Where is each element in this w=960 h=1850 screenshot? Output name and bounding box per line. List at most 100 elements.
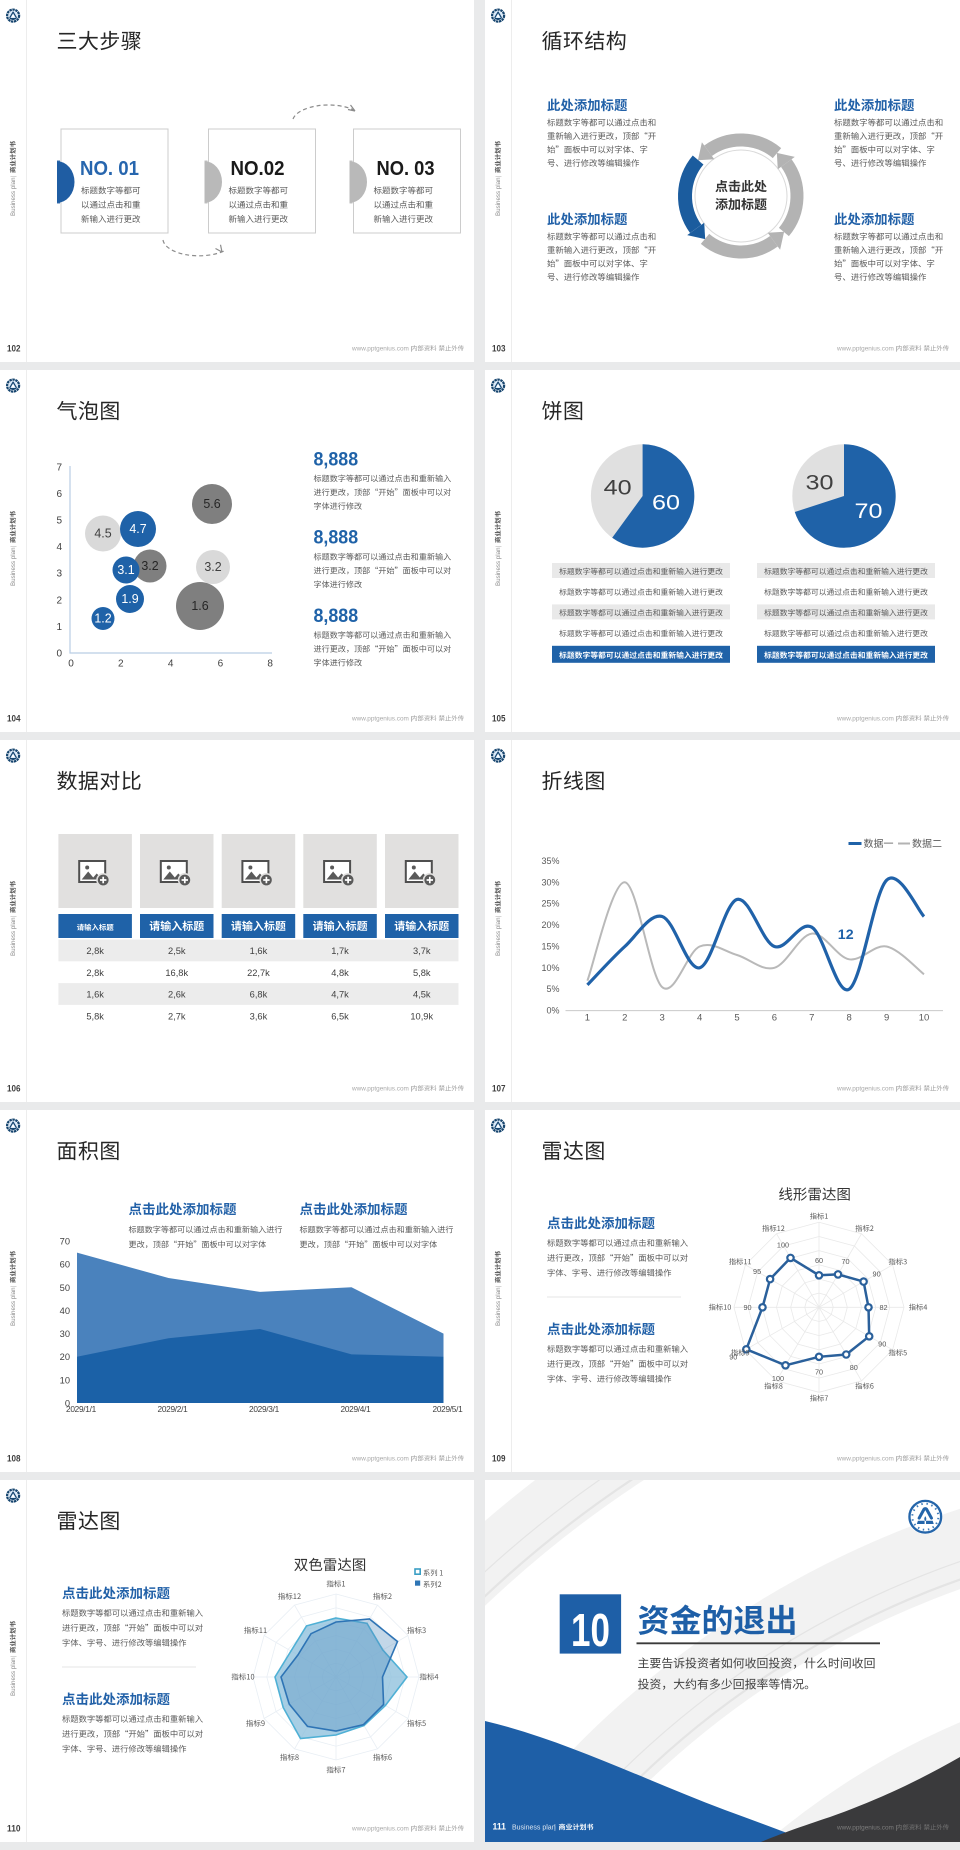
svg-text:www.pptgenius.com |: www.pptgenius.com |	[351, 1826, 413, 1833]
svg-text:103: 103	[492, 344, 506, 355]
svg-text:7: 7	[809, 1013, 814, 1024]
svg-text:Business plan: Business plan	[10, 1287, 17, 1326]
svg-text:9: 9	[884, 1013, 889, 1024]
svg-text:8,888: 8,888	[314, 449, 359, 470]
svg-text:3: 3	[56, 569, 62, 580]
svg-text:5%: 5%	[546, 984, 559, 994]
svg-text:|: |	[10, 916, 17, 918]
svg-text:70: 70	[841, 1257, 849, 1266]
svg-text:4,7k: 4,7k	[331, 990, 349, 1000]
svg-text:111: 111	[493, 1822, 507, 1832]
svg-text:40: 40	[604, 476, 632, 500]
svg-text:|: |	[495, 916, 502, 918]
svg-text:Business plan: Business plan	[495, 1287, 502, 1326]
svg-text:3: 3	[660, 1013, 665, 1024]
svg-text:5,8k: 5,8k	[413, 968, 431, 978]
svg-text:6: 6	[218, 659, 224, 670]
svg-text:|: |	[10, 1286, 17, 1288]
svg-text:Business plan: Business plan	[10, 547, 17, 586]
svg-text:4,5k: 4,5k	[413, 990, 431, 1000]
svg-text:2: 2	[118, 659, 124, 670]
svg-text:106: 106	[7, 1084, 21, 1095]
svg-text:70: 70	[60, 1237, 70, 1247]
svg-text:104: 104	[7, 714, 21, 725]
svg-text:109: 109	[492, 1454, 506, 1465]
svg-text:10: 10	[571, 1604, 610, 1656]
svg-text:2: 2	[56, 595, 62, 606]
svg-text:2,6k: 2,6k	[168, 990, 186, 1000]
svg-text:|: |	[495, 176, 502, 178]
svg-text:Business plan: Business plan	[495, 917, 502, 956]
svg-text:30: 30	[60, 1329, 70, 1339]
svg-text:5.6: 5.6	[203, 497, 220, 511]
svg-text:2,8k: 2,8k	[86, 968, 104, 978]
svg-text:15%: 15%	[541, 941, 559, 951]
svg-text:6: 6	[772, 1013, 777, 1024]
svg-text:4,8k: 4,8k	[331, 968, 349, 978]
svg-text:60: 60	[652, 491, 680, 515]
svg-text:Business plan: Business plan	[512, 1825, 556, 1832]
svg-text:NO. 01: NO. 01	[80, 158, 139, 180]
svg-text:5: 5	[56, 516, 62, 527]
svg-text:|: |	[554, 1825, 556, 1832]
svg-text:2029/5/1: 2029/5/1	[433, 1404, 464, 1414]
svg-text:|: |	[495, 1286, 502, 1288]
svg-text:105: 105	[492, 714, 506, 725]
svg-text:0: 0	[56, 649, 62, 660]
svg-text:102: 102	[7, 344, 21, 355]
svg-text:1: 1	[585, 1013, 590, 1024]
svg-text:80: 80	[850, 1363, 858, 1372]
svg-text:70: 70	[855, 499, 883, 523]
svg-text:1.2: 1.2	[94, 612, 111, 626]
svg-text:www.pptgenius.com |: www.pptgenius.com |	[351, 1086, 413, 1093]
svg-text:2,7k: 2,7k	[168, 1012, 186, 1022]
svg-text:4: 4	[168, 659, 174, 670]
svg-text:www.pptgenius.com |: www.pptgenius.com |	[836, 716, 898, 723]
svg-text:|: |	[10, 176, 17, 178]
svg-text:6,8k: 6,8k	[250, 990, 268, 1000]
svg-text:20%: 20%	[541, 920, 559, 930]
svg-text:1,6k: 1,6k	[86, 990, 104, 1000]
svg-text:2,5k: 2,5k	[168, 946, 186, 956]
svg-text:0: 0	[68, 659, 74, 670]
svg-text:6: 6	[56, 489, 62, 500]
svg-text:2029/4/1: 2029/4/1	[341, 1404, 372, 1414]
svg-text:1,7k: 1,7k	[331, 946, 349, 956]
svg-text:40: 40	[60, 1306, 70, 1316]
svg-text:3.2: 3.2	[204, 560, 221, 574]
svg-text:82: 82	[879, 1303, 887, 1312]
svg-text:www.pptgenius.com |: www.pptgenius.com |	[836, 346, 898, 353]
svg-text:1.6: 1.6	[191, 599, 208, 613]
svg-text:NO. 03: NO. 03	[377, 158, 435, 180]
svg-text:30%: 30%	[541, 877, 559, 887]
svg-text:2029/3/1: 2029/3/1	[249, 1404, 280, 1414]
svg-text:|: |	[10, 1656, 17, 1658]
svg-text:90: 90	[873, 1270, 881, 1279]
svg-text:8,888: 8,888	[314, 528, 359, 549]
svg-text:5: 5	[734, 1013, 739, 1024]
svg-text:www.pptgenius.com |: www.pptgenius.com |	[351, 1456, 413, 1463]
svg-text:70: 70	[815, 1367, 823, 1376]
svg-text:1.9: 1.9	[121, 592, 138, 606]
svg-text:0: 0	[65, 1399, 70, 1409]
svg-text:2029/2/1: 2029/2/1	[158, 1404, 189, 1414]
svg-text:100: 100	[777, 1240, 789, 1249]
svg-text:60: 60	[60, 1260, 70, 1270]
svg-text:7: 7	[56, 462, 62, 473]
svg-text:Business plan: Business plan	[495, 177, 502, 216]
svg-text:4: 4	[697, 1013, 702, 1024]
svg-text:1: 1	[56, 622, 62, 633]
svg-text:108: 108	[7, 1454, 21, 1465]
svg-text:|: |	[10, 546, 17, 548]
svg-text:90: 90	[743, 1303, 751, 1312]
svg-text:4.5: 4.5	[94, 527, 111, 541]
svg-text:90: 90	[729, 1352, 737, 1361]
svg-text:10: 10	[60, 1375, 70, 1385]
svg-text:www.pptgenius.com |: www.pptgenius.com |	[351, 346, 413, 353]
svg-text:Business plan: Business plan	[10, 177, 17, 216]
svg-text:10%: 10%	[541, 963, 559, 973]
svg-text:30: 30	[806, 471, 834, 495]
svg-text:8: 8	[847, 1013, 852, 1024]
svg-text:3,7k: 3,7k	[413, 946, 431, 956]
svg-text:22,7k: 22,7k	[247, 968, 270, 978]
